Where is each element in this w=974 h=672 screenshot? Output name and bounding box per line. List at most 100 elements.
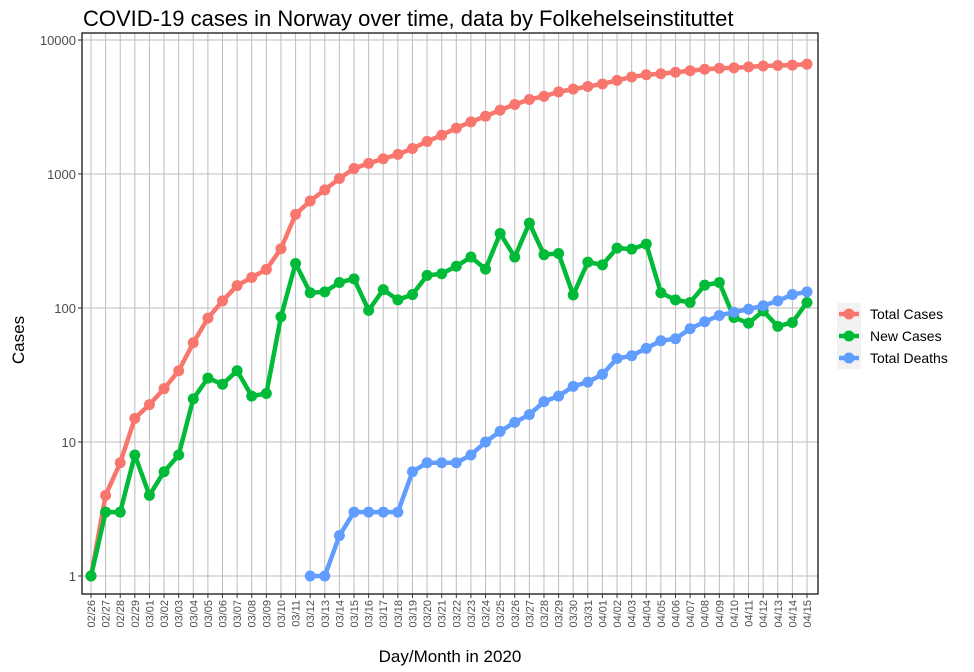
series-new-cases (85, 217, 813, 582)
x-axis: 02/26 02/27 02/28 02/29 03/01 03/02 03/03 03/04… (86, 594, 814, 628)
total-cases-point (421, 135, 433, 147)
x-tick-label: 03/01 (144, 600, 156, 628)
new-cases-point (626, 243, 638, 255)
total-cases-point (406, 142, 418, 154)
new-cases-point (582, 256, 594, 268)
total-cases-point (465, 116, 477, 128)
x-tick-label: 04/11 (744, 600, 756, 627)
total-deaths-point (333, 530, 345, 542)
total-cases-point (640, 69, 652, 81)
x-tick-label: 03/03 (174, 600, 186, 628)
total-deaths-point (538, 396, 550, 408)
total-deaths-point (772, 295, 784, 307)
total-cases-point (582, 80, 594, 92)
x-tick-label: 03/24 (481, 600, 493, 628)
new-cases-point (187, 393, 199, 405)
x-tick-label: 02/28 (115, 600, 127, 628)
new-cases-point (684, 296, 696, 308)
x-tick-label: 03/25 (495, 600, 507, 628)
new-cases-point (392, 294, 404, 306)
new-cases-point (202, 372, 214, 384)
x-tick-label: 04/09 (714, 600, 726, 628)
total-deaths-point (436, 457, 448, 469)
y-tick-label: 10 (62, 435, 76, 450)
total-cases-point (100, 489, 112, 501)
legend-key-point (843, 330, 855, 342)
x-tick-label: 04/10 (729, 600, 741, 628)
total-cases-point (611, 74, 623, 86)
x-tick-label: 02/29 (130, 600, 142, 628)
new-cases-point (640, 238, 652, 250)
grid (82, 33, 818, 594)
total-cases-point (509, 99, 521, 111)
x-axis-label: Day/Month in 2020 (379, 647, 522, 666)
new-cases-point (333, 276, 345, 288)
total-deaths-point (801, 286, 813, 298)
x-tick-label: 02/27 (101, 600, 113, 628)
total-cases-point (553, 86, 565, 98)
total-deaths-point (596, 368, 608, 380)
total-deaths-point (421, 457, 433, 469)
total-deaths-point (611, 352, 623, 364)
total-cases-point (304, 195, 316, 207)
total-deaths-point (757, 300, 769, 312)
new-cases-point (713, 276, 725, 288)
new-cases-point (480, 263, 492, 275)
total-cases-point (743, 61, 755, 73)
new-cases-point (173, 449, 185, 461)
total-deaths-point (655, 335, 667, 347)
total-cases-point (392, 148, 404, 160)
legend: Total Cases New Cases Total Deaths (837, 303, 948, 369)
x-tick-label: 03/17 (378, 600, 390, 628)
x-tick-label: 04/04 (641, 600, 653, 628)
total-deaths-point (743, 303, 755, 315)
total-cases-point (523, 93, 535, 105)
x-tick-label: 03/09 (261, 600, 273, 628)
total-deaths-point (553, 390, 565, 402)
x-tick-label: 03/21 (437, 600, 449, 628)
x-tick-label: 03/23 (466, 600, 478, 628)
total-cases-point (699, 63, 711, 75)
total-cases-point (275, 243, 287, 255)
total-cases-point (143, 399, 155, 411)
total-cases-point (290, 208, 302, 220)
new-cases-point (129, 449, 141, 461)
chart-title: COVID-19 cases in Norway over time, data… (83, 6, 734, 31)
new-cases-point (523, 217, 535, 229)
total-deaths-point (304, 570, 316, 582)
total-cases-point (333, 172, 345, 184)
total-cases-point (187, 337, 199, 349)
new-cases-point (319, 286, 331, 298)
total-deaths-point (406, 466, 418, 478)
x-tick-label: 03/15 (349, 600, 361, 628)
total-cases-point (377, 153, 389, 165)
total-cases-point (596, 78, 608, 90)
y-axis-label: Cases (9, 316, 28, 364)
x-tick-label: 03/05 (203, 600, 215, 628)
y-axis: 1 10 100 1000 10000 (40, 33, 82, 584)
x-tick-label: 03/28 (539, 600, 551, 628)
total-deaths-point (699, 316, 711, 328)
new-cases-point (567, 289, 579, 301)
x-tick-label: 03/20 (422, 600, 434, 628)
new-cases-point (158, 466, 170, 478)
total-cases-point (713, 62, 725, 74)
x-tick-label: 03/26 (510, 600, 522, 628)
new-cases-point (231, 365, 243, 377)
new-cases-point (801, 296, 813, 308)
x-tick-label: 04/14 (787, 600, 799, 628)
x-tick-label: 03/19 (407, 600, 419, 628)
y-tick-label: 1 (69, 569, 76, 584)
new-cases-point (450, 260, 462, 272)
total-deaths-point (465, 449, 477, 461)
new-cases-point (275, 311, 287, 323)
x-tick-label: 03/04 (188, 600, 200, 628)
x-tick-label: 03/30 (568, 600, 580, 628)
total-deaths-point (509, 416, 521, 428)
legend-key-point (843, 308, 855, 320)
new-cases-point (246, 390, 258, 402)
total-cases-point (260, 263, 272, 275)
x-tick-label: 03/31 (583, 600, 595, 628)
total-deaths-point (450, 457, 462, 469)
